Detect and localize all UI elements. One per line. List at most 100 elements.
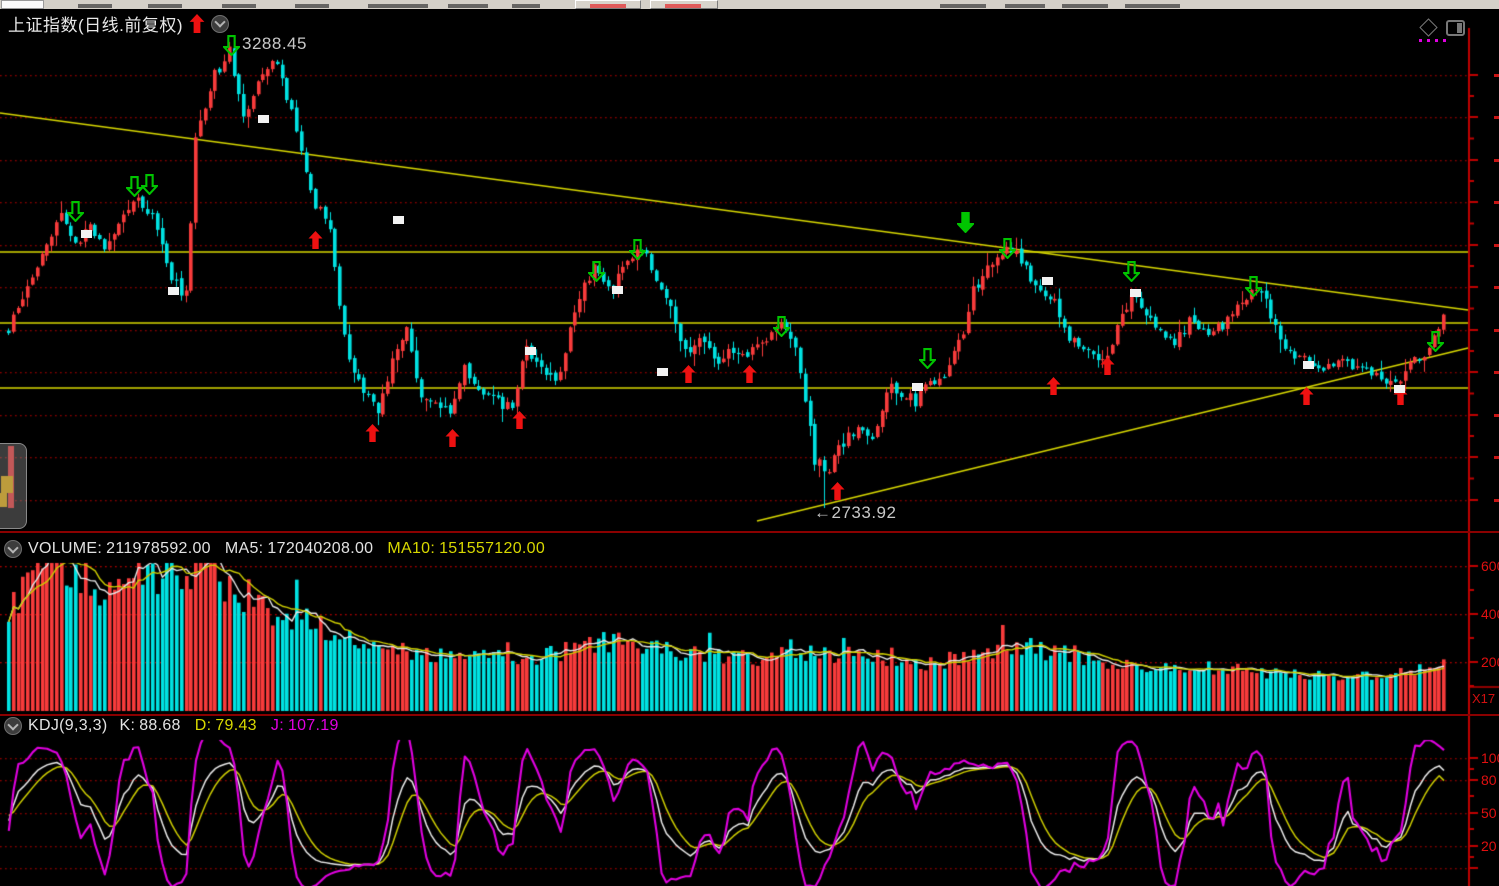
kdj-axis-label: 80 <box>1481 772 1497 788</box>
buy-signal-arrow-icon <box>742 365 757 388</box>
magenta-dot-indicator <box>1427 39 1430 42</box>
sell-signal-arrow-icon <box>221 35 242 61</box>
buy-signal-arrow-icon <box>365 424 380 447</box>
clipped-price-label <box>1494 329 1499 332</box>
scroll-left-tab[interactable] <box>0 443 27 529</box>
info-square-marker <box>657 368 668 376</box>
chevron-down-icon <box>7 541 19 554</box>
buy-signal-arrow-icon <box>445 429 460 452</box>
sell-signal-arrow-icon <box>917 348 938 374</box>
high-price-label: 3288.45 <box>242 34 307 53</box>
j-label: J: <box>270 717 284 734</box>
panel-separator <box>0 714 1499 716</box>
sell-signal-arrow-icon <box>1243 276 1264 302</box>
clipped-price-label <box>1494 286 1499 289</box>
menu-item-stub <box>368 4 428 8</box>
buy-signal-arrow-icon <box>1100 357 1115 380</box>
sell-signal-arrow-icon <box>1425 331 1446 357</box>
ma10-value: 151557120.00 <box>439 540 546 557</box>
collapse-panel-button[interactable] <box>211 14 230 33</box>
clipped-price-label <box>1494 456 1499 459</box>
info-square-marker <box>393 216 404 224</box>
volume-scale-multiplier: X17 <box>1472 691 1496 706</box>
info-square-marker <box>525 347 536 355</box>
sell-signal-arrow-icon <box>771 316 792 342</box>
kdj-axis-label: 100 <box>1481 750 1499 766</box>
panel-separator <box>0 531 1499 533</box>
kdj-axis-label: 50 <box>1481 805 1497 821</box>
volume-label: VOLUME: <box>28 540 103 557</box>
menu-item-stub <box>148 4 182 8</box>
buy-signal-arrow-icon <box>681 365 696 388</box>
info-square-marker <box>612 286 623 294</box>
buy-signal-arrow-icon <box>830 482 845 505</box>
info-square-marker <box>1394 385 1405 393</box>
menu-item-stub <box>1062 4 1108 8</box>
j-value: 107.19 <box>287 717 339 734</box>
instrument-title: 上证指数(日线.前复权) <box>8 16 184 35</box>
magenta-dot-indicator <box>1419 39 1422 42</box>
stock-code-box[interactable] <box>1 0 44 9</box>
menu-item-stub <box>448 4 488 8</box>
volume-axis-label: 200 <box>1481 654 1499 670</box>
ma5-label: MA5: <box>224 540 264 557</box>
info-square-marker <box>168 287 179 295</box>
buy-signal-arrow-icon <box>1299 387 1314 410</box>
sell-signal-arrow-icon <box>65 201 86 227</box>
menu-item-stub <box>940 4 986 8</box>
volume-axis-label: 400 <box>1481 606 1499 622</box>
menu-item-stub <box>222 4 256 8</box>
collapse-panel-button[interactable] <box>4 540 22 558</box>
chevron-down-icon <box>7 718 19 731</box>
sell-signal-arrow-icon <box>627 239 648 265</box>
clipped-price-label <box>1494 499 1499 502</box>
split-view-icon[interactable] <box>1446 20 1465 36</box>
clipped-price-label <box>1494 116 1499 119</box>
volume-value: 211978592.00 <box>106 540 211 557</box>
clipped-price-label <box>1494 159 1499 162</box>
sell-signal-arrow-icon <box>124 176 145 202</box>
menu-button-right[interactable] <box>650 0 718 9</box>
menu-button-left[interactable] <box>575 0 641 9</box>
low-price-label: ←2733.92 <box>814 503 897 522</box>
kdj-name: KDJ(9,3,3) <box>28 717 108 734</box>
ma5-value: 172040208.00 <box>267 540 374 557</box>
buy-signal-arrow-icon <box>308 231 323 254</box>
sell-signal-arrow-icon <box>1121 261 1142 287</box>
volume-panel-header: VOLUME: 211978592.00 MA5: 172040208.00 M… <box>4 540 545 558</box>
d-label: D: <box>194 717 212 734</box>
buy-signal-arrow-icon <box>1046 377 1061 400</box>
menu-item-stub <box>512 4 540 8</box>
clipped-price-label <box>1494 74 1499 77</box>
sell-signal-arrow-icon <box>139 174 160 200</box>
menu-item-stub <box>1125 4 1180 8</box>
menu-bar[interactable] <box>0 0 1499 9</box>
menu-item-stub <box>1005 4 1045 8</box>
info-square-marker <box>912 383 923 391</box>
info-square-marker <box>1042 277 1053 285</box>
info-square-marker <box>81 230 92 238</box>
clipped-price-label <box>1494 201 1499 204</box>
clipped-price-label <box>1494 244 1499 247</box>
trend-up-arrow-icon <box>189 14 205 33</box>
info-square-marker <box>258 115 269 123</box>
volume-axis-label: 600 <box>1481 558 1499 574</box>
menu-item-stub <box>295 4 329 8</box>
info-square-marker <box>1130 289 1141 297</box>
chevron-down-icon <box>214 16 226 28</box>
d-value: 79.43 <box>215 717 257 734</box>
k-value: 88.68 <box>139 717 181 734</box>
kdj-panel-header: KDJ(9,3,3) K: 88.68 D: 79.43 J: 107.19 <box>4 717 339 735</box>
main-chart-header: 上证指数(日线.前复权) <box>8 11 230 36</box>
magenta-dot-indicator <box>1443 39 1446 42</box>
k-label: K: <box>119 717 136 734</box>
magenta-dot-indicator <box>1435 39 1438 42</box>
sell-signal-arrow-icon <box>586 261 607 287</box>
sell-signal-arrow-icon <box>997 238 1018 264</box>
sell-signal-arrow-icon <box>955 212 976 238</box>
menu-item-stub <box>78 4 112 8</box>
buy-signal-arrow-icon <box>512 411 527 434</box>
collapse-panel-button[interactable] <box>4 717 22 735</box>
